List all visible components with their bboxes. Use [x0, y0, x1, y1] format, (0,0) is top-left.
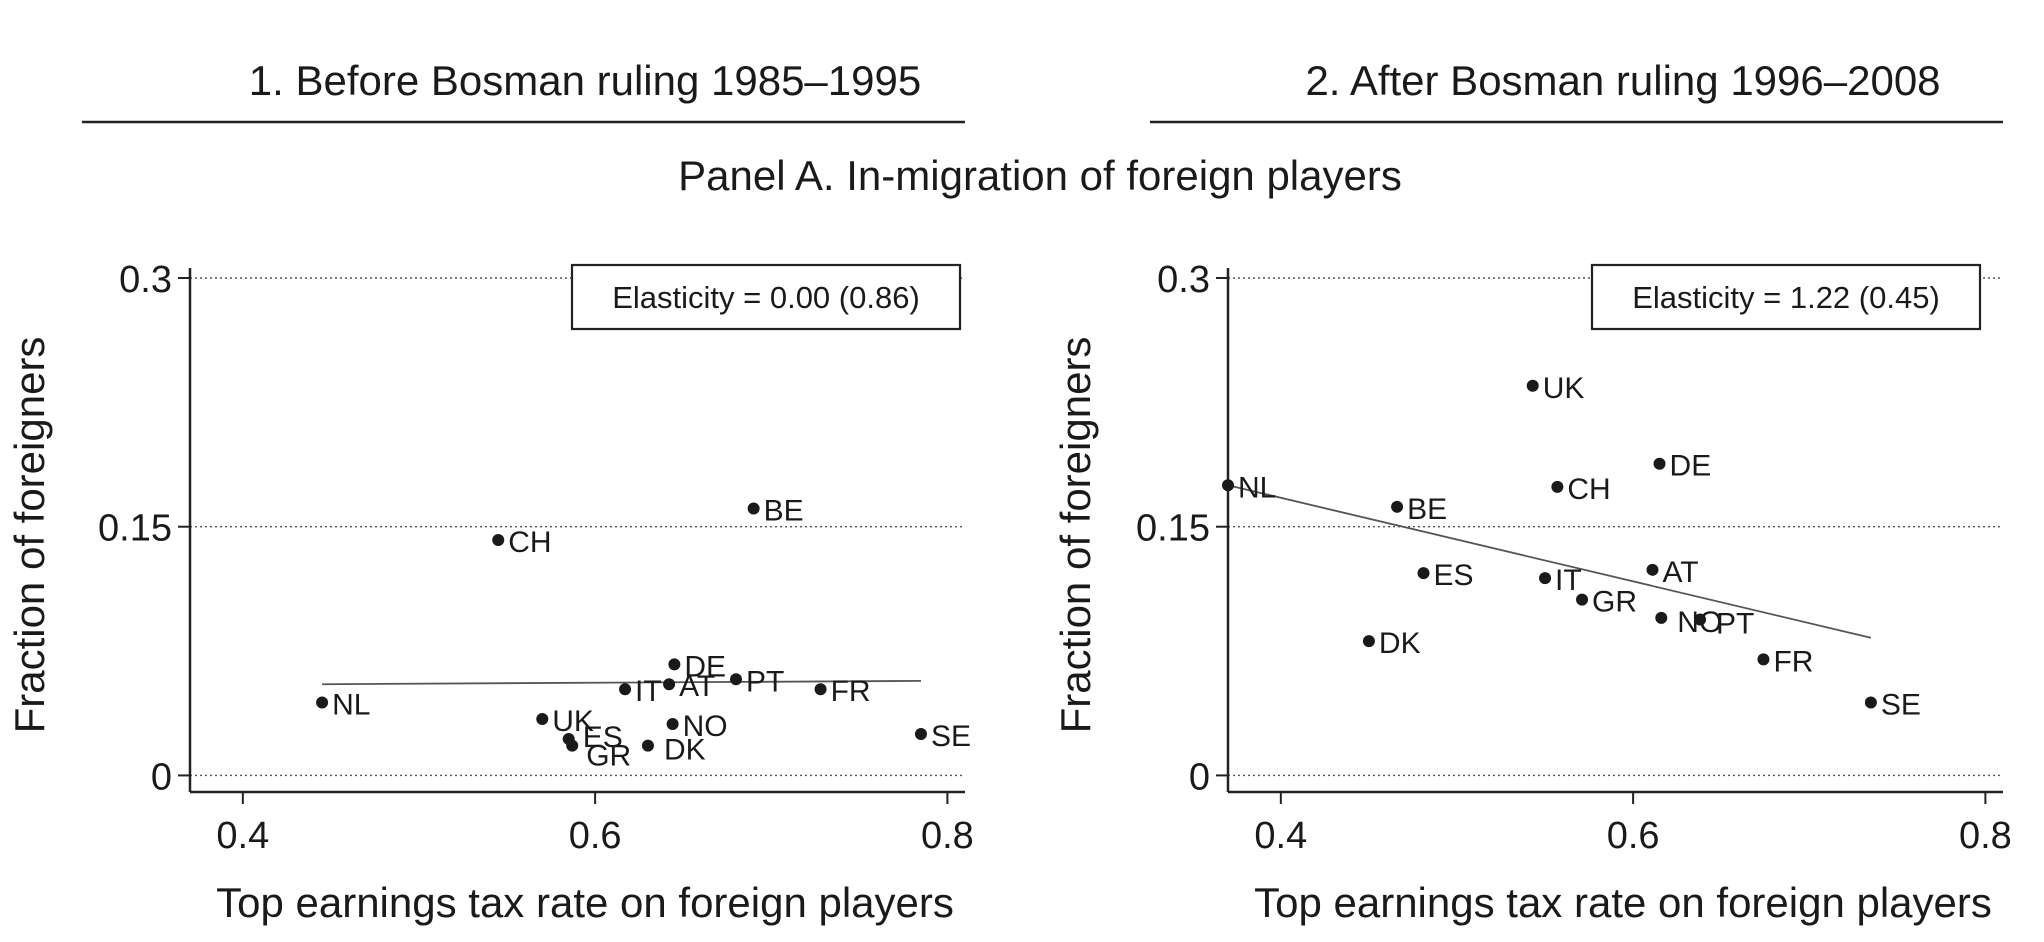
elasticity-annotation: Elasticity = 0.00 (0.86): [612, 280, 920, 315]
data-point-ch: [1551, 480, 1564, 493]
point-label-gr: GR: [586, 740, 631, 773]
point-label-ch: CH: [508, 526, 551, 559]
x-axis-title: Top earnings tax rate on foreign players: [1254, 879, 1992, 926]
data-point-se: [1864, 696, 1877, 709]
data-point-dk: [641, 739, 654, 752]
point-label-be: BE: [764, 494, 804, 527]
point-label-uk: UK: [552, 705, 594, 738]
data-point-be: [747, 502, 760, 515]
panel-title: Panel A. In-migration of foreign players: [678, 152, 1402, 199]
y-tick-label: 0.15: [98, 508, 172, 550]
point-label-it: IT: [635, 675, 662, 708]
y-axis-title: Fraction of foreigners: [6, 337, 53, 734]
point-label-uk: UK: [1543, 372, 1585, 405]
elasticity-annotation: Elasticity = 1.22 (0.45): [1632, 280, 1940, 315]
y-tick-label: 0.3: [1157, 259, 1210, 301]
y-tick-label: 0.3: [119, 259, 172, 301]
x-tick-label: 0.4: [1254, 815, 1307, 857]
data-point-uk: [1526, 379, 1539, 392]
data-point-no: [1655, 611, 1668, 624]
x-tick-label: 0.6: [569, 815, 622, 857]
data-point-fr: [1757, 653, 1770, 666]
fit-line: [1227, 484, 1872, 639]
data-point-ch: [492, 533, 505, 546]
data-point-fr: [814, 683, 827, 696]
panel-header: 2. After Bosman ruling 1996–2008: [1305, 57, 1940, 104]
data-point-nl: [316, 696, 329, 709]
data-point-nl: [1222, 479, 1234, 492]
data-point-dk: [1362, 635, 1375, 648]
point-label-dk: DK: [664, 734, 706, 767]
point-label-gr: GR: [1592, 586, 1637, 619]
fit-line: [322, 680, 921, 686]
y-tick-label: 0.15: [1136, 508, 1210, 550]
point-label-de: DE: [684, 650, 726, 683]
data-point-se: [914, 727, 927, 740]
point-label-nl: NL: [1238, 471, 1276, 504]
x-axis-title: Top earnings tax rate on foreign players: [216, 879, 954, 926]
data-point-it: [1539, 572, 1552, 585]
data-point-it: [619, 683, 632, 696]
point-label-be: BE: [1407, 493, 1447, 526]
elasticity-box: [570, 263, 962, 331]
point-label-no: NO: [683, 710, 728, 743]
data-point-be: [1391, 500, 1404, 513]
point-label-se: SE: [1881, 688, 1921, 721]
point-label-de: DE: [1670, 450, 1712, 483]
panel-header: 1. Before Bosman ruling 1985–1995: [249, 57, 921, 104]
y-tick-label: 0: [1189, 756, 1210, 798]
data-point-uk: [536, 713, 549, 726]
y-axis-title: Fraction of foreigners: [1052, 337, 1099, 734]
data-point-gr: [566, 739, 579, 752]
point-label-it: IT: [1555, 564, 1582, 597]
point-label-es: ES: [1434, 559, 1474, 592]
data-point-pt: [730, 673, 743, 686]
point-label-ch: CH: [1567, 473, 1610, 506]
x-tick-label: 0.4: [216, 815, 269, 857]
point-label-pt: PT: [746, 665, 784, 698]
point-label-at: AT: [1662, 556, 1698, 589]
data-point-de: [1653, 457, 1666, 470]
point-label-fr: FR: [831, 675, 871, 708]
x-tick-label: 0.8: [1959, 815, 2012, 857]
chart-panel-1: 1. Before Bosman ruling 1985–1995 0 0.15 0.…: [6, 57, 974, 926]
data-point-at: [663, 678, 676, 691]
point-label-se: SE: [931, 720, 971, 753]
point-label-at: AT: [679, 670, 715, 703]
data-point-gr: [1576, 593, 1589, 606]
point-label-pt: PT: [1716, 608, 1754, 641]
data-point-pt: [1694, 613, 1707, 626]
y-tick-label: 0: [151, 756, 172, 798]
data-point-no: [666, 718, 679, 731]
point-label-es: ES: [583, 721, 623, 754]
x-tick-label: 0.8: [921, 815, 974, 857]
chart-panel-2: 2. After Bosman ruling 1996–2008 0 0.15 0.3…: [1052, 57, 2012, 926]
elasticity-box: [1590, 263, 1982, 331]
point-label-dk: DK: [1379, 627, 1421, 660]
x-tick-label: 0.6: [1607, 815, 1660, 857]
data-point-es: [1417, 567, 1430, 580]
point-label-nl: NL: [332, 688, 370, 721]
point-label-fr: FR: [1773, 645, 1813, 678]
data-point-de: [668, 658, 681, 671]
data-point-at: [1646, 563, 1659, 576]
